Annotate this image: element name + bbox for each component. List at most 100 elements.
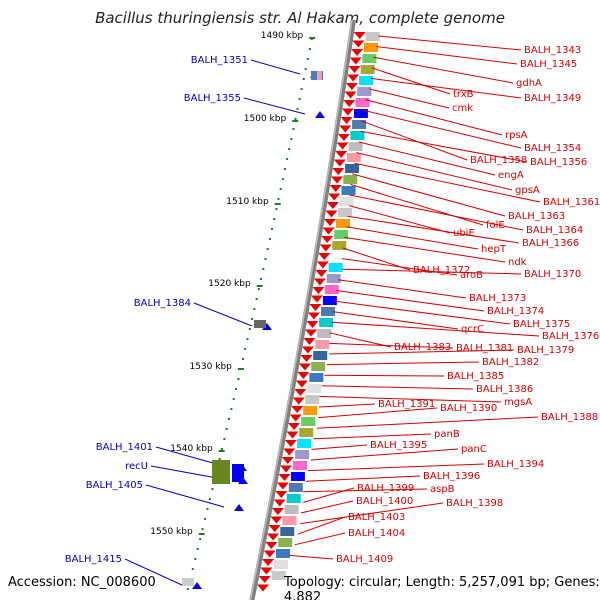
label-leader bbox=[335, 289, 485, 312]
gene-arrow bbox=[344, 91, 357, 99]
gene-arrow bbox=[267, 533, 280, 541]
gene-block bbox=[360, 65, 375, 74]
gene-arrow bbox=[353, 32, 366, 39]
gene-block bbox=[343, 175, 358, 184]
gene-arrow bbox=[275, 491, 288, 498]
gene-arrow bbox=[341, 108, 354, 116]
gene-arrow bbox=[309, 304, 322, 311]
gene-block bbox=[282, 516, 297, 525]
scale-label: 1490 kbp bbox=[261, 31, 304, 41]
gene-block bbox=[352, 120, 367, 129]
gene-arrow bbox=[308, 312, 320, 320]
gene-arrow bbox=[260, 567, 273, 575]
gene-arrow-left bbox=[262, 323, 272, 330]
gene-label: BALH_1364 bbox=[526, 225, 583, 236]
gene-arrow bbox=[316, 261, 329, 269]
gene-block bbox=[276, 549, 290, 558]
gene-arrow bbox=[284, 440, 297, 447]
label-leader bbox=[318, 407, 438, 419]
label-leader bbox=[378, 35, 522, 51]
gene-label: BALH_1386 bbox=[476, 384, 533, 395]
label-leader bbox=[365, 99, 503, 136]
gene-label: BALH_1401 bbox=[96, 442, 153, 453]
scale-tick bbox=[244, 348, 247, 350]
gene-label: BALH_1376 bbox=[542, 331, 599, 342]
gene-arrow bbox=[313, 278, 326, 286]
label-leader bbox=[371, 67, 451, 95]
scale-tick bbox=[225, 428, 228, 430]
label-leader bbox=[297, 516, 346, 535]
scale-tick bbox=[264, 258, 267, 260]
gene-label: BALH_1379 bbox=[517, 345, 574, 356]
gene-arrow bbox=[340, 117, 353, 124]
gene-arrow-left bbox=[192, 582, 202, 589]
gene-label: BALH_1396 bbox=[423, 471, 480, 482]
scale-label: 1550 kbp bbox=[150, 527, 193, 537]
scale-label: 1510 kbp bbox=[226, 197, 269, 207]
gene-arrow bbox=[295, 380, 308, 388]
gene-arrow bbox=[326, 202, 339, 209]
gene-arrow bbox=[335, 151, 348, 158]
gene-arrow bbox=[318, 253, 331, 260]
gene-arrow bbox=[348, 66, 361, 73]
gene-arrow bbox=[300, 355, 313, 362]
label-leader bbox=[369, 88, 450, 109]
scale-tick bbox=[196, 548, 199, 550]
gene-arrow bbox=[270, 516, 283, 524]
scale-tick bbox=[235, 388, 237, 390]
gene-arrow bbox=[289, 414, 302, 422]
label-leader bbox=[342, 268, 522, 275]
gene-label: BALH_1394 bbox=[487, 459, 544, 470]
gene-block bbox=[293, 461, 307, 470]
label-leader bbox=[354, 162, 541, 203]
scale-tick bbox=[275, 208, 278, 210]
gene-block bbox=[357, 87, 372, 96]
gene-arrow-left bbox=[234, 504, 244, 511]
gene-arrow bbox=[291, 406, 304, 413]
gene-arrow bbox=[257, 584, 269, 592]
gene-label: BALH_1391 bbox=[378, 399, 435, 410]
gene-block bbox=[353, 109, 368, 118]
gene-block bbox=[345, 164, 360, 173]
gene-arrow bbox=[324, 219, 336, 226]
scale-major-tick bbox=[198, 533, 205, 535]
gene-block bbox=[365, 32, 380, 41]
scale-tick bbox=[199, 538, 202, 540]
gene-block bbox=[319, 318, 334, 327]
scale-major-tick bbox=[309, 37, 316, 39]
gene-arrow bbox=[332, 168, 345, 175]
topology-summary: Topology: circular; Length: 5,257,091 bp… bbox=[284, 575, 600, 600]
gene-label: panC bbox=[461, 444, 487, 455]
gene-label: BALH_1356 bbox=[530, 157, 587, 168]
gene-block bbox=[273, 560, 288, 569]
label-leader bbox=[376, 46, 518, 65]
gene-block bbox=[336, 219, 350, 228]
gene-label: BALH_1361 bbox=[543, 197, 600, 208]
gene-label: BALH_1373 bbox=[469, 293, 526, 304]
gene-block bbox=[364, 43, 378, 52]
gene-arrow bbox=[288, 423, 301, 430]
gene-arrow bbox=[305, 329, 317, 337]
gene-label: trxB bbox=[453, 89, 474, 100]
label-leader bbox=[310, 448, 459, 461]
label-leader bbox=[350, 183, 484, 226]
scale-tick bbox=[251, 318, 254, 320]
gene-label: ubiE bbox=[453, 228, 475, 239]
scale-label: 1540 kbp bbox=[170, 444, 213, 454]
gene-arrow bbox=[258, 576, 271, 583]
gene-block bbox=[341, 186, 356, 195]
label-leader bbox=[307, 463, 485, 472]
gene-label: BALH_1395 bbox=[370, 440, 427, 451]
gene-label: engA bbox=[498, 170, 524, 181]
scale-tick bbox=[204, 518, 207, 520]
gene-label: BALH_1404 bbox=[348, 528, 405, 539]
gene-label: rpsA bbox=[505, 130, 528, 141]
gene-block bbox=[309, 373, 324, 382]
scale-tick bbox=[253, 308, 256, 310]
gene-label: BALH_1399 bbox=[357, 483, 414, 494]
scale-tick bbox=[268, 238, 271, 240]
label-leader bbox=[329, 342, 454, 349]
gene-block bbox=[332, 241, 347, 250]
